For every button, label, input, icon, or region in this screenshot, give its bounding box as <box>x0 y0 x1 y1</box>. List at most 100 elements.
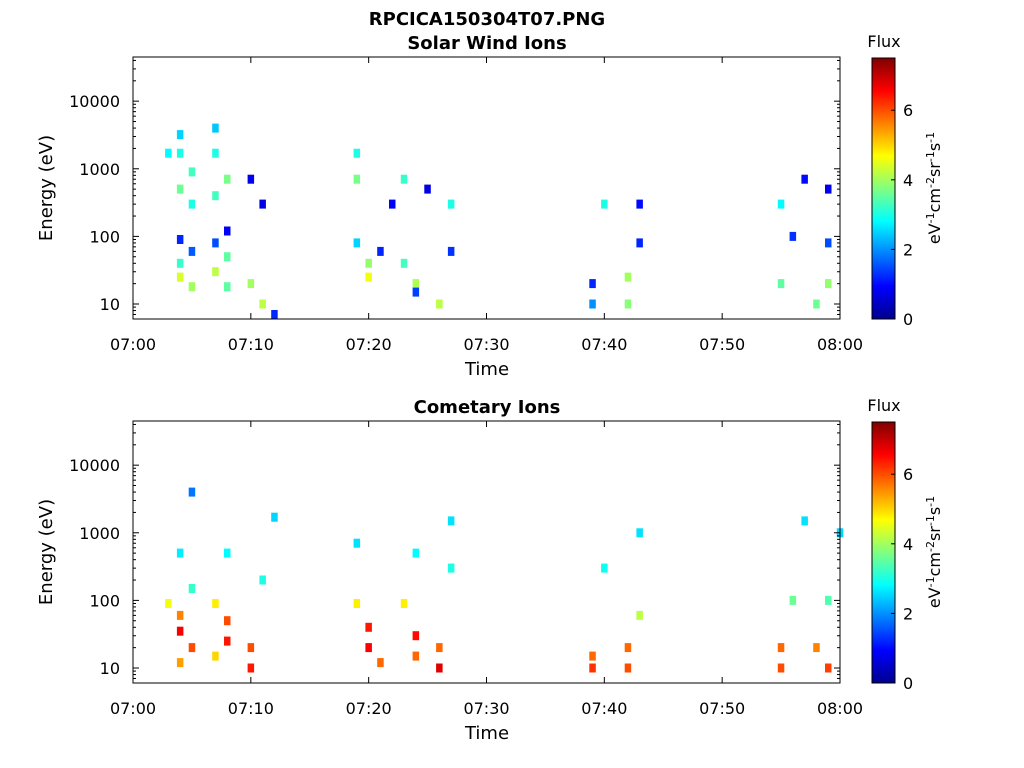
colorbar-unit: eV-1cm-2sr-1s-1 <box>924 496 944 608</box>
heatmap-cell <box>212 123 219 133</box>
heatmap-cell <box>436 299 443 309</box>
heatmap-cell <box>636 528 643 538</box>
x-tick-label: 07:00 <box>110 335 156 354</box>
heatmap-cell <box>377 246 384 256</box>
heatmap-cell <box>365 643 372 653</box>
y-tick-label: 10 <box>100 659 120 678</box>
y-tick-label: 100 <box>89 227 120 246</box>
y-axis-label: Energy (eV) <box>36 499 57 605</box>
heatmap-cell <box>188 246 196 256</box>
heatmap-cell <box>801 174 808 184</box>
heatmap-cell <box>589 279 596 289</box>
heatmap-cell <box>188 487 196 497</box>
heatmap-cell <box>224 616 231 626</box>
heatmap-cell <box>224 548 231 558</box>
heatmap-cell <box>353 599 361 608</box>
heatmap-cell <box>813 643 820 653</box>
heatmap-cell <box>271 310 278 319</box>
heatmap-cell <box>412 548 420 558</box>
heatmap-cell <box>400 599 408 608</box>
panel-title: Solar Wind Ions <box>407 33 566 54</box>
plot-frame <box>132 420 841 684</box>
x-tick-label: 07:50 <box>699 699 745 718</box>
heatmap-cell <box>636 610 643 620</box>
heatmap-cell <box>412 651 420 661</box>
x-tick-label: 07:40 <box>581 335 627 354</box>
colorbar-ticks: 0 2 4 6 <box>891 101 913 329</box>
colorbar-tick-label: 4 <box>903 171 913 190</box>
y-axis-label: Energy (eV) <box>36 135 57 241</box>
heatmap-cell <box>365 258 372 268</box>
heatmap-cell <box>176 626 184 636</box>
x-tick-label: 08:00 <box>817 699 863 718</box>
heatmap-cell <box>589 663 596 673</box>
solar-wind-ions-panel: Solar Wind Ions 07:00 07:10 07:20 07:30 07:4… <box>36 32 944 380</box>
colorbar-gradient <box>871 57 896 320</box>
heatmap-cell <box>400 174 408 184</box>
heatmap-cell <box>247 279 255 289</box>
y-tick-label: 100 <box>89 591 120 610</box>
x-axis-ticks: 07:00 07:10 07:20 07:30 07:40 07:50 08:00 <box>110 421 863 718</box>
heatmap-cell <box>624 272 632 282</box>
heatmap-cell <box>601 199 608 209</box>
x-tick-label: 07:30 <box>463 335 509 354</box>
heatmap-cell <box>825 238 832 248</box>
heatmap-cell <box>447 563 455 573</box>
x-tick-label: 07:10 <box>228 699 274 718</box>
heatmap-cell <box>789 595 797 605</box>
heatmap-cell <box>271 512 278 522</box>
heatmap-cell <box>176 184 184 194</box>
x-tick-label: 07:20 <box>346 699 392 718</box>
heatmap-cell <box>436 643 443 653</box>
heatmap-cell <box>212 148 219 158</box>
heatmap-cell <box>224 226 231 236</box>
heatmap-cell <box>176 658 184 668</box>
heatmap-cell <box>212 651 219 661</box>
heatmap-cell <box>224 636 231 646</box>
heatmap-cell <box>188 282 196 292</box>
colorbar-tick-label: 0 <box>903 674 913 693</box>
heatmap-cell <box>624 299 632 309</box>
x-axis-ticks: 07:00 07:10 07:20 07:30 07:40 07:50 08:00 <box>110 57 863 354</box>
heatmap-cell <box>212 267 219 277</box>
heatmap-cell <box>813 299 820 309</box>
y-tick-label: 10000 <box>69 456 120 475</box>
heatmap-cell <box>176 548 184 558</box>
heatmap-cell <box>176 130 184 140</box>
heatmap-cell <box>247 643 255 653</box>
heatmap-cell <box>636 199 643 209</box>
heatmap-cell <box>176 148 184 158</box>
colorbar-tick-label: 2 <box>903 604 913 623</box>
x-tick-label: 07:30 <box>463 699 509 718</box>
x-axis-label: Time <box>464 723 509 744</box>
heatmap-cell <box>259 199 266 209</box>
y-axis-ticks: 10 100 1000 10000 <box>69 59 840 320</box>
heatmap-cell <box>176 258 184 268</box>
heatmap-cell <box>353 238 361 248</box>
figure-title: RPCICA150304T07.PNG <box>369 9 605 30</box>
heatmap-cell <box>389 199 396 209</box>
colorbar: Flux 0 2 4 6 eV-1cm-2sr-1s-1 <box>867 32 944 329</box>
heatmap-cell <box>259 575 266 585</box>
heatmap-cell <box>777 199 785 209</box>
panel-title: Cometary Ions <box>414 397 561 418</box>
heatmap-cells <box>165 487 844 673</box>
heatmap-cell <box>165 599 172 608</box>
heatmap-cells <box>165 123 832 319</box>
cometary-ions-panel: Cometary Ions 07:00 07:10 07:20 07:30 07:40 0… <box>36 396 944 744</box>
heatmap-cell <box>447 199 455 209</box>
x-tick-label: 07:20 <box>346 335 392 354</box>
heatmap-cell <box>412 287 420 297</box>
heatmap-cell <box>176 610 184 620</box>
y-axis-ticks: 10 100 1000 10000 <box>69 423 840 684</box>
heatmap-cell <box>176 272 184 282</box>
heatmap-cell <box>212 599 219 608</box>
heatmap-cell <box>165 148 172 158</box>
heatmap-cell <box>589 651 596 661</box>
heatmap-cell <box>777 279 785 289</box>
heatmap-cell <box>247 663 255 673</box>
heatmap-cell <box>353 148 361 158</box>
heatmap-cell <box>188 199 196 209</box>
heatmap-cell <box>365 622 372 632</box>
